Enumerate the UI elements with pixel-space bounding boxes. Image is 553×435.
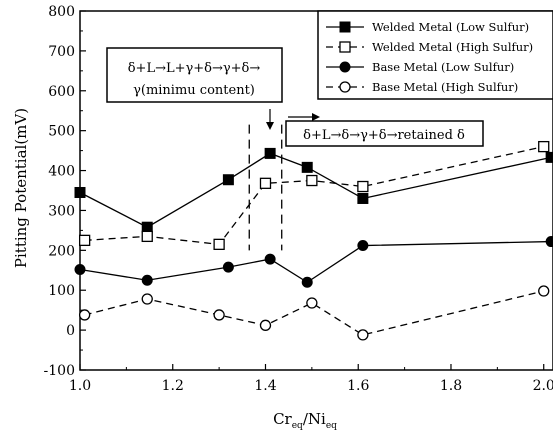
legend: Welded Metal (Low Sulfur) Welded Metal (H… xyxy=(317,10,553,100)
data-point xyxy=(339,41,351,53)
series-line xyxy=(79,152,552,228)
series-line xyxy=(84,145,544,246)
data-point xyxy=(339,61,351,73)
y-tick-label: -100 xyxy=(44,363,75,379)
data-point xyxy=(222,174,234,186)
annotation-box-1-line-1: δ+L→L+γ+δ→γ+δ→ xyxy=(128,61,261,76)
y-tick-label: 500 xyxy=(48,124,75,140)
annotation-box-2: δ+L→δ→γ+δ→retained δ xyxy=(285,120,484,147)
data-point xyxy=(264,253,276,265)
data-point xyxy=(78,234,91,247)
data-point xyxy=(538,285,550,297)
annotation-box-1-line-2: γ(minimu content) xyxy=(133,83,255,98)
y-tick-label: 800 xyxy=(48,4,75,20)
data-point xyxy=(74,186,86,198)
x-tick-label: 1.8 xyxy=(440,378,462,394)
annotation-box-2-text: δ+L→δ→γ+δ→retained δ xyxy=(303,128,465,143)
series-2 xyxy=(78,140,550,251)
right-arrow xyxy=(288,113,320,121)
y-tick-label: 100 xyxy=(48,283,75,299)
y-tick-label: 300 xyxy=(48,203,75,219)
data-point xyxy=(339,21,351,33)
data-point xyxy=(141,221,153,233)
data-point xyxy=(339,81,351,93)
series-1 xyxy=(74,147,553,233)
plot-layer: -100 0 100 200 300 400 500 600 700 800 1.0 1.2 1.4 1.… xyxy=(44,4,553,394)
data-point xyxy=(213,309,225,321)
data-point xyxy=(213,238,225,251)
data-point xyxy=(141,293,153,305)
x-tick-label: 1.4 xyxy=(254,378,276,394)
data-point xyxy=(78,309,91,321)
data-point xyxy=(357,329,369,341)
data-point xyxy=(357,192,369,204)
y-tick-label: 0 xyxy=(66,323,75,339)
data-point xyxy=(222,261,234,273)
x-tick-label: 1.2 xyxy=(162,378,184,394)
series-4 xyxy=(78,285,550,341)
x-tick-label: 1.0 xyxy=(69,378,91,394)
data-point xyxy=(306,297,318,309)
data-point xyxy=(259,319,272,331)
legend-label: Welded Metal (High Sulfur) xyxy=(372,40,533,54)
data-point xyxy=(141,274,153,286)
y-axis-label: Pitting Potential(mV) xyxy=(12,108,30,268)
data-point xyxy=(357,180,369,193)
data-point xyxy=(357,240,369,252)
x-tick-label: 2.0 xyxy=(533,378,553,394)
data-point xyxy=(74,263,86,275)
data-point xyxy=(141,230,153,243)
data-point xyxy=(301,161,313,173)
down-arrow xyxy=(266,109,274,130)
data-point xyxy=(545,236,553,248)
data-point xyxy=(259,177,272,189)
annotation-box-1: δ+L→L+γ+δ→γ+δ→ γ(minimu content) xyxy=(106,47,283,103)
legend-label: Base Metal (Low Sulfur) xyxy=(372,60,514,74)
legend-label: Welded Metal (Low Sulfur) xyxy=(372,20,529,34)
y-tick-label: 400 xyxy=(48,164,75,180)
series-3 xyxy=(74,236,553,288)
data-point xyxy=(301,276,313,288)
x-tick-label: 1.6 xyxy=(347,378,369,394)
data-point xyxy=(538,140,550,153)
legend-label: Base Metal (High Sulfur) xyxy=(372,80,518,94)
x-axis-label: Creq/Nieq xyxy=(273,410,337,431)
legend-box xyxy=(317,10,553,100)
y-tick-label: 600 xyxy=(48,84,75,100)
y-tick-label: 200 xyxy=(48,243,75,259)
series-line xyxy=(84,290,544,336)
data-point xyxy=(306,174,318,187)
y-tick-label: 700 xyxy=(48,44,75,60)
data-point xyxy=(545,151,553,163)
data-point xyxy=(264,147,276,159)
